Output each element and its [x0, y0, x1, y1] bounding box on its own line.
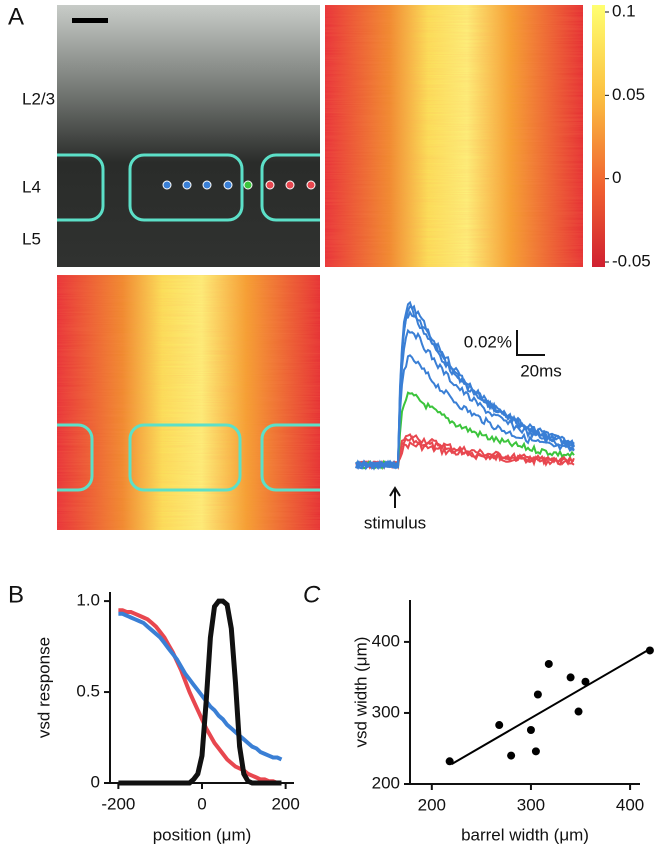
- x-tick-label: 400: [616, 795, 644, 814]
- y-tick-label: 0.5: [76, 682, 100, 701]
- point: [526, 726, 535, 735]
- x-axis-label: barrel width (μm): [461, 825, 589, 844]
- scale-label: 0.02%: [464, 332, 512, 351]
- point: [566, 673, 575, 682]
- panel-label: A: [8, 3, 24, 30]
- tissue-image: [57, 5, 320, 267]
- stimulus-label: stimulus: [364, 513, 426, 532]
- point: [574, 707, 583, 716]
- y-tick-label: 1.0: [76, 591, 100, 610]
- series-line: [118, 608, 282, 785]
- point: [544, 659, 553, 668]
- panel-label: C: [303, 581, 321, 608]
- scale-bracket: [516, 330, 545, 356]
- trace: [355, 305, 575, 470]
- y-tick-label: 300: [372, 702, 400, 721]
- point: [645, 646, 654, 655]
- x-axis-label: position (μm): [153, 825, 252, 844]
- axes: [409, 600, 640, 785]
- series-line: [118, 611, 283, 762]
- point: [533, 690, 542, 699]
- traces: [355, 300, 575, 471]
- y-tick-label: 200: [372, 773, 400, 792]
- layer-label: L5: [22, 229, 41, 248]
- y-axis-label: vsd response: [34, 637, 53, 738]
- colorbar-tick-label: -0.05: [612, 251, 651, 270]
- layer-label: L2/3: [22, 89, 55, 108]
- electrode-dots: [162, 180, 316, 190]
- y-tick-label: 0: [91, 772, 100, 791]
- trace: [355, 300, 575, 470]
- y-axis-label: vsd width (μm): [351, 637, 370, 748]
- colorbar-tick-label: 0.05: [612, 85, 645, 104]
- x-tick-label: 200: [418, 795, 446, 814]
- series-line: [118, 598, 282, 786]
- scale-bar: [72, 18, 108, 23]
- fit-line: [451, 648, 651, 765]
- y-tick-label: 400: [372, 631, 400, 650]
- stimulus-arrow: [389, 486, 401, 508]
- point: [495, 721, 504, 730]
- x-tick-label: 0: [197, 794, 206, 813]
- scale-label: 20ms: [520, 361, 562, 380]
- colorbar-tick-label: 0: [612, 168, 621, 187]
- panel-label: B: [8, 581, 24, 608]
- x-tick-label: 200: [271, 794, 299, 813]
- layer-label: L4: [22, 177, 41, 196]
- point: [445, 757, 454, 766]
- point: [531, 747, 540, 756]
- x-tick-label: -200: [101, 794, 135, 813]
- colorbar: [592, 5, 605, 267]
- point: [581, 677, 590, 686]
- x-tick-label: 300: [517, 795, 545, 814]
- point: [507, 751, 516, 760]
- colorbar-tick-label: 0.1: [612, 1, 636, 20]
